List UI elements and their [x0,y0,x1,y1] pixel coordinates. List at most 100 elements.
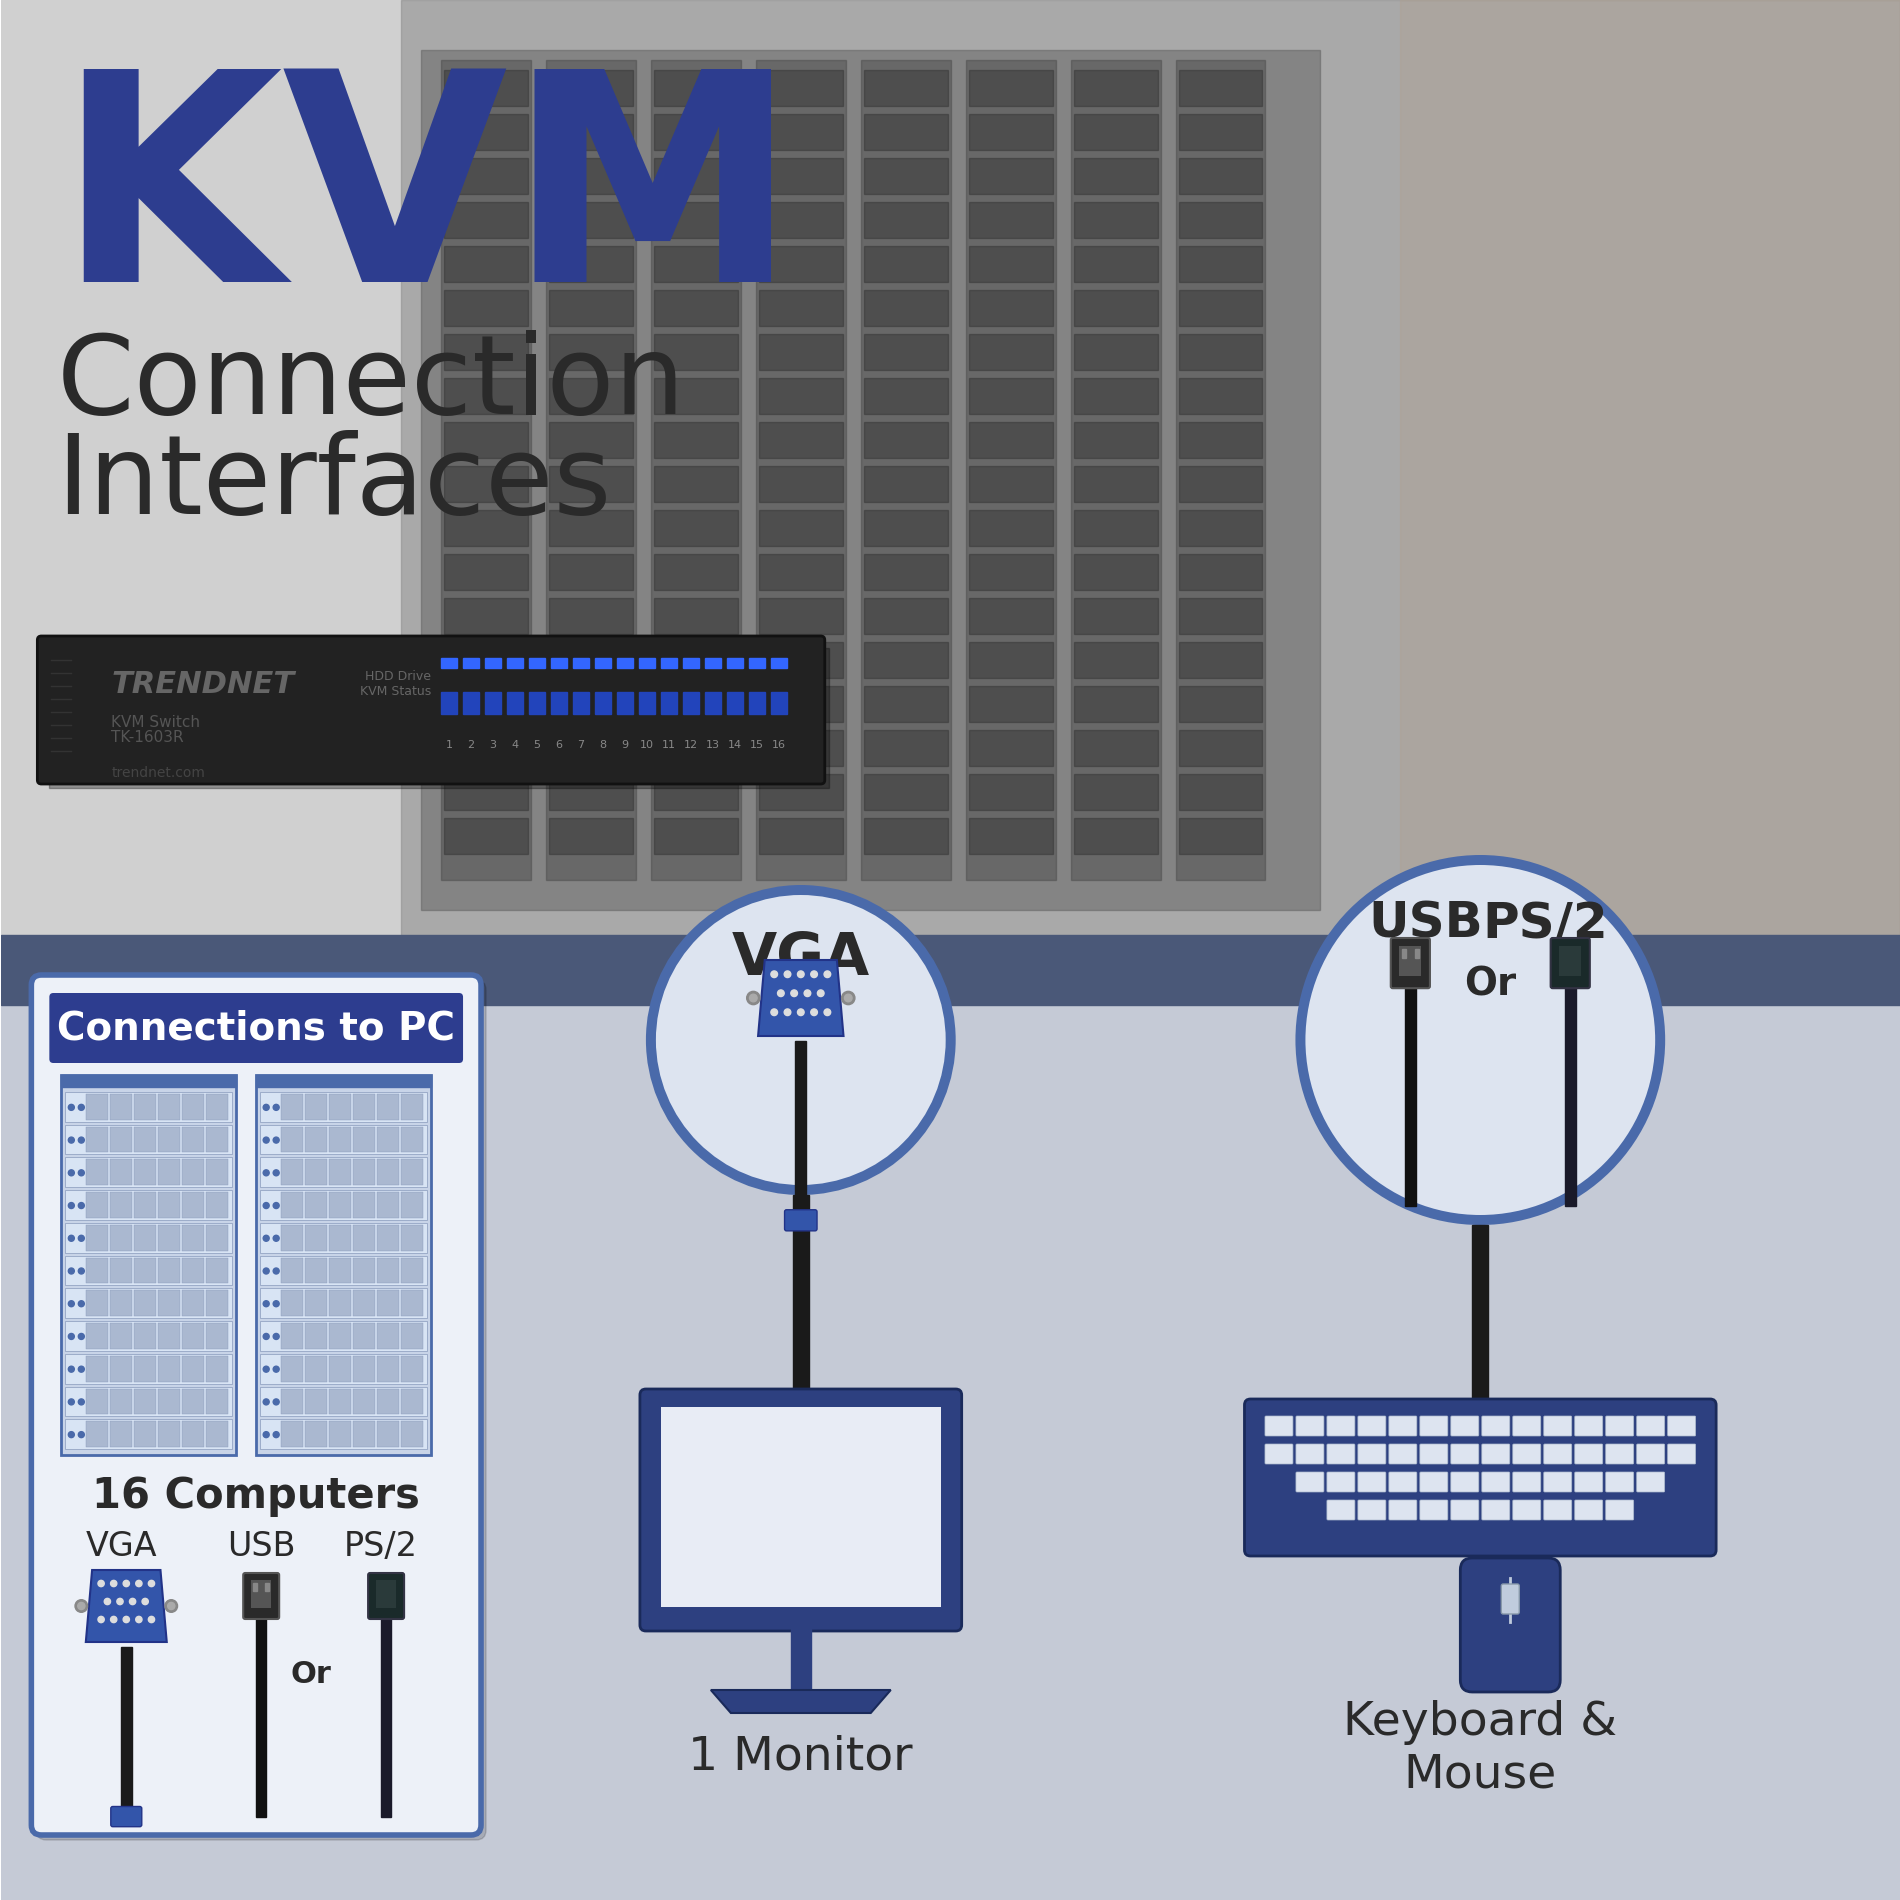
Bar [1178,378,1262,414]
FancyBboxPatch shape [1512,1499,1541,1520]
Text: HDD Drive
KVM Status: HDD Drive KVM Status [359,671,431,697]
Bar [654,334,737,370]
Text: Or: Or [291,1661,332,1689]
Bar [969,773,1053,809]
Bar [49,648,828,788]
Bar [329,1226,352,1250]
Bar [135,1226,156,1250]
Bar [507,692,522,714]
Text: 7: 7 [578,739,585,750]
Circle shape [785,1009,790,1017]
Circle shape [646,885,956,1195]
Bar [1178,291,1262,327]
FancyBboxPatch shape [1545,1499,1571,1520]
Bar [86,1094,108,1119]
Bar [329,1290,352,1317]
Bar [574,657,589,669]
Bar [86,1127,108,1153]
Bar [110,1094,133,1119]
Circle shape [842,992,855,1005]
FancyBboxPatch shape [1668,1416,1695,1436]
Bar [1074,642,1157,678]
Bar [353,1322,374,1349]
Bar [260,1387,428,1416]
Bar [464,657,479,669]
FancyBboxPatch shape [1501,1585,1520,1613]
FancyBboxPatch shape [1512,1416,1541,1436]
Bar [618,692,633,714]
FancyBboxPatch shape [640,1389,961,1630]
Circle shape [264,1104,270,1110]
Bar [260,1224,428,1252]
Bar [110,1421,133,1448]
Circle shape [825,971,830,978]
Bar [1178,686,1262,722]
Bar [549,201,633,238]
Bar [654,114,737,150]
Bar [1070,61,1161,880]
Bar [182,1258,203,1282]
Bar [260,1288,428,1319]
Bar [2,0,1900,960]
Bar [401,1159,424,1186]
Circle shape [78,1170,84,1176]
Bar [749,692,766,714]
Circle shape [1296,855,1664,1226]
Bar [1178,245,1262,281]
Bar [445,730,528,766]
Bar [306,1159,327,1186]
Bar [158,1258,180,1282]
FancyBboxPatch shape [1512,1444,1541,1465]
Circle shape [116,1598,124,1605]
Bar [65,1256,232,1286]
FancyBboxPatch shape [1545,1444,1571,1465]
Bar [353,1421,374,1448]
Bar [654,201,737,238]
Circle shape [78,1366,84,1372]
FancyBboxPatch shape [36,980,486,1839]
Bar [376,1226,399,1250]
Bar [306,1357,327,1381]
Bar [182,1159,203,1186]
Bar [207,1389,228,1414]
Bar [728,657,743,669]
Circle shape [811,971,817,978]
Bar [135,1290,156,1317]
Bar [182,1226,203,1250]
Bar [2,935,1900,1005]
Bar [353,1389,374,1414]
Bar [281,1127,304,1153]
Bar [1178,555,1262,591]
Bar [353,1290,374,1317]
FancyBboxPatch shape [1358,1416,1385,1436]
Bar [306,1421,327,1448]
Bar [758,509,844,545]
Circle shape [274,1334,279,1340]
Text: 13: 13 [707,739,720,750]
Circle shape [264,1136,270,1144]
Bar [1074,422,1157,458]
Text: 1 Monitor: 1 Monitor [688,1735,914,1780]
FancyBboxPatch shape [49,994,464,1062]
Circle shape [274,1366,279,1372]
Bar [86,1421,108,1448]
Bar [65,1125,232,1155]
Bar [1416,948,1419,958]
Bar [260,1092,428,1121]
Circle shape [747,992,760,1005]
FancyBboxPatch shape [1419,1416,1448,1436]
Bar [445,114,528,150]
Circle shape [165,1600,177,1613]
Circle shape [274,1431,279,1438]
Circle shape [264,1302,270,1307]
Bar [794,1041,806,1222]
FancyBboxPatch shape [1575,1444,1604,1465]
Bar [758,730,844,766]
Bar [401,1322,424,1349]
Bar [1074,509,1157,545]
Bar [182,1389,203,1414]
Bar [158,1127,180,1153]
Bar [1400,946,1421,977]
Bar [135,1421,156,1448]
Circle shape [68,1235,74,1241]
